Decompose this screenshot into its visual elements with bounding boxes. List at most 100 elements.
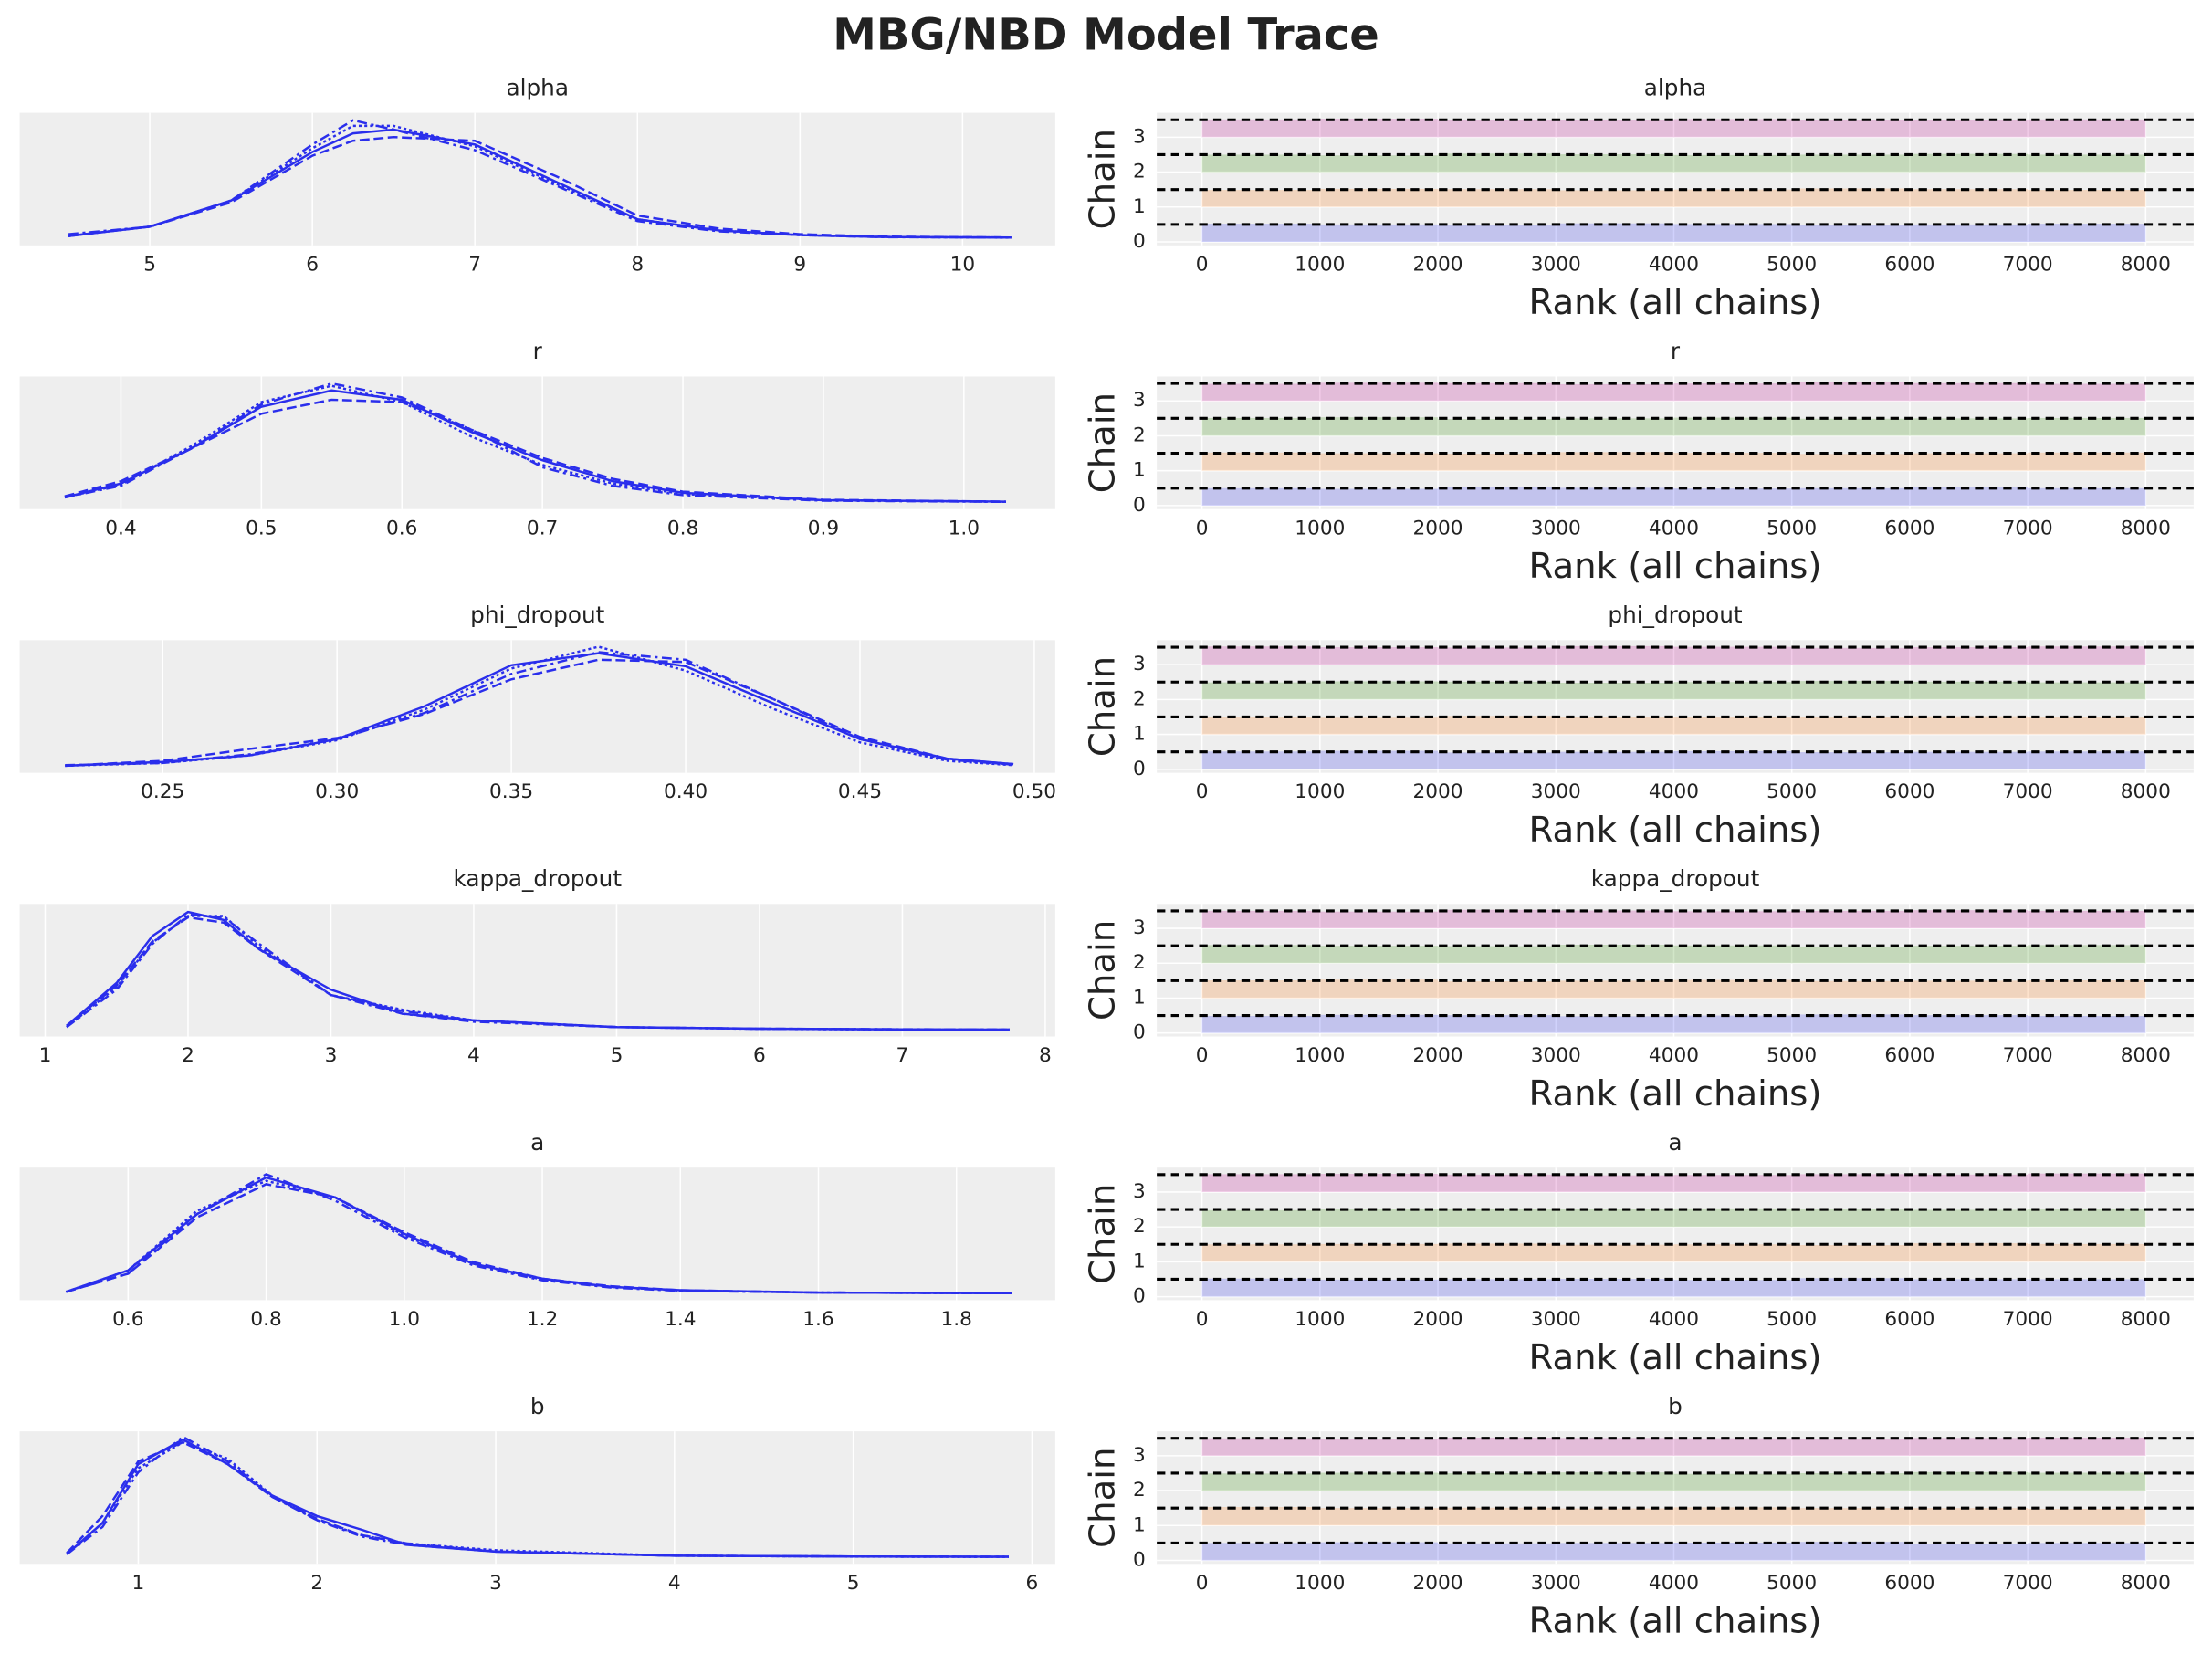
rank-bar [1319,1542,1439,1561]
rank-bar [1673,646,1792,665]
rank-bar [1201,1543,1320,1561]
rank-bar [1909,647,2029,665]
y-tick-label: 1 [1133,459,1146,482]
rank-bar [1791,1014,1910,1033]
rank-bar [1556,120,1674,138]
rank-bar [1201,119,1320,138]
x-tick-label: 1.6 [802,1308,833,1331]
rank-bar [1673,717,1792,735]
rank-bar [1319,1209,1439,1228]
rank-bar [1556,383,1674,402]
rank-bar [1319,1439,1439,1456]
x-tick-label: 0.35 [489,780,533,803]
rank-bar [1438,487,1557,506]
y-tick-label: 0 [1133,230,1146,253]
rank-bar [1791,120,1910,138]
rank-bar [1556,683,1674,700]
x-tick-label: 1000 [1295,1044,1345,1067]
x-tick-label: 8000 [2121,780,2171,803]
rank-bar [2028,452,2146,471]
x-tick-label: 7000 [2003,517,2053,539]
rank-bar [1319,647,1439,665]
x-tick-label: 8 [631,253,644,276]
x-tick-label: 0.7 [527,517,558,539]
panel-title: r [1671,338,1681,364]
rank-bar [1909,1471,2029,1491]
rank-bar [1556,1438,1674,1456]
panel-title: a [530,1129,544,1156]
rank-bar [1201,1209,1320,1228]
rank-bar [1438,1472,1557,1491]
rank-bar [1201,1278,1320,1297]
rank-bar [1556,910,1674,929]
plot-background [19,904,1055,1037]
x-tick-label: 7 [468,253,481,276]
rank-bar [2028,1437,2146,1456]
rank-bar [2028,682,2146,700]
density-line [68,135,1012,239]
y-axis-label: Chain [1082,392,1123,493]
x-tick-label: 0 [1196,780,1209,803]
y-tick-label: 3 [1133,125,1146,148]
rank-bar [1909,1508,2029,1526]
x-axis-label: Rank (all chains) [1529,1073,1822,1115]
rank-bar [2028,487,2146,506]
rank-bar [2028,1472,2146,1491]
rank-bar [1673,682,1792,700]
panel-title: alpha [1644,74,1707,100]
y-tick-label: 2 [1133,161,1146,183]
x-tick-label: 3000 [1531,1044,1581,1067]
y-tick-label: 1 [1133,986,1146,1009]
rank-bar [2028,417,2146,436]
rank-bar [1201,717,1320,735]
x-tick-label: 6 [753,1044,766,1067]
x-tick-label: 7 [896,1044,909,1067]
rank-bar [2028,945,2146,964]
rank-bar [1791,225,1910,242]
x-tick-label: 9 [793,253,806,276]
rank-bar [1201,910,1320,929]
rank-bar [1319,1014,1439,1033]
panel-title: b [1668,1393,1683,1419]
rank-bar [1791,1472,1910,1491]
x-tick-label: 8000 [2121,1044,2171,1067]
rank-bar [1791,154,1910,173]
x-tick-label: 7000 [2003,780,2053,803]
rank-bar [1438,382,1557,402]
rank-bar [1673,1244,1792,1262]
x-tick-label: 4000 [1649,1044,1699,1067]
rank-bar [1791,1209,1910,1228]
rank-bar [1556,1175,1674,1192]
x-tick-label: 0.45 [838,780,882,803]
x-tick-label: 5 [611,1044,624,1067]
y-tick-label: 0 [1133,1548,1146,1571]
density-line [65,1179,1012,1295]
rank-bar [1909,751,2029,769]
rank-bar [1438,946,1557,964]
rank-bar [1673,911,1792,929]
rank-bar [1909,382,2029,402]
x-tick-label: 1000 [1295,1572,1345,1595]
x-tick-label: 0 [1196,517,1209,539]
rank-bar [2028,646,2146,665]
y-axis-label: Chain [1082,656,1123,757]
rank-bar [1201,1473,1320,1491]
rank-bar [1319,488,1439,506]
rank-bar [1438,981,1557,999]
x-tick-label: 3000 [1531,780,1581,803]
x-tick-label: 4000 [1649,253,1699,276]
panel-title: alpha [506,74,569,100]
x-tick-label: 7000 [2003,1044,2053,1067]
y-axis-label: Chain [1082,920,1123,1020]
rank-bar [1791,188,1910,207]
rank-bar [2028,119,2146,138]
rank-bar [1909,120,2029,138]
rank-bar [1201,190,1320,207]
figure-title: MBG/NBD Model Trace [833,11,1379,61]
rank-bar [1909,153,2029,173]
rank-bar [1438,1209,1557,1228]
rank-bar [1909,189,2029,207]
x-tick-label: 3000 [1531,253,1581,276]
x-tick-label: 0.8 [667,517,698,539]
density-line [66,1435,1009,1558]
